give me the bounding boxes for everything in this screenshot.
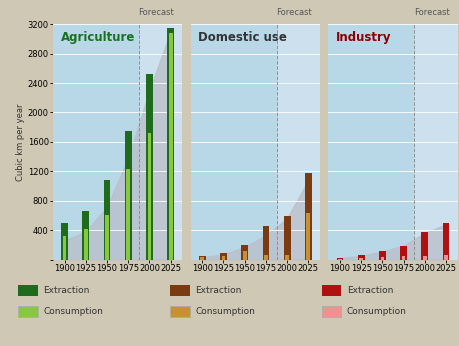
Bar [124, 131, 131, 260]
Bar [285, 255, 288, 260]
Bar [242, 252, 246, 260]
Bar [306, 213, 309, 260]
Bar [380, 257, 383, 260]
Bar [337, 259, 341, 260]
Bar [358, 258, 362, 260]
Bar [219, 253, 226, 260]
Text: Extraction: Extraction [195, 286, 241, 295]
Text: Agriculture: Agriculture [61, 31, 135, 44]
Bar [139, 24, 183, 260]
Bar [422, 256, 426, 260]
Bar [84, 229, 88, 260]
Bar [61, 224, 68, 260]
Bar [442, 224, 448, 260]
Text: Extraction: Extraction [43, 286, 90, 295]
Text: Forecast: Forecast [413, 8, 449, 17]
Bar [200, 257, 204, 260]
Text: Industry: Industry [336, 31, 391, 44]
Text: Domestic use: Domestic use [198, 31, 286, 44]
Bar [105, 215, 109, 260]
Text: Consumption: Consumption [346, 307, 406, 316]
Bar [262, 226, 269, 260]
Bar [263, 255, 267, 260]
Bar [103, 180, 110, 260]
Text: Consumption: Consumption [43, 307, 103, 316]
Text: Forecast: Forecast [138, 8, 174, 17]
Bar [62, 236, 66, 260]
Bar [241, 245, 247, 260]
Bar [82, 211, 89, 260]
Bar [378, 252, 385, 260]
Bar [168, 33, 172, 260]
Bar [304, 173, 311, 260]
Bar [401, 256, 404, 260]
Text: Forecast: Forecast [276, 8, 311, 17]
Bar [283, 216, 290, 260]
Bar [198, 256, 205, 260]
Bar [221, 256, 225, 260]
Bar [357, 255, 364, 260]
Bar [443, 255, 447, 260]
Bar [336, 258, 342, 260]
Bar [126, 169, 130, 260]
Text: Extraction: Extraction [346, 286, 392, 295]
Bar [420, 232, 427, 260]
Text: Consumption: Consumption [195, 307, 254, 316]
Bar [413, 24, 458, 260]
Bar [146, 74, 152, 260]
Y-axis label: Cubic km per year: Cubic km per year [16, 103, 25, 181]
Bar [399, 246, 406, 260]
Bar [276, 24, 320, 260]
Bar [147, 133, 151, 260]
Bar [167, 28, 174, 260]
